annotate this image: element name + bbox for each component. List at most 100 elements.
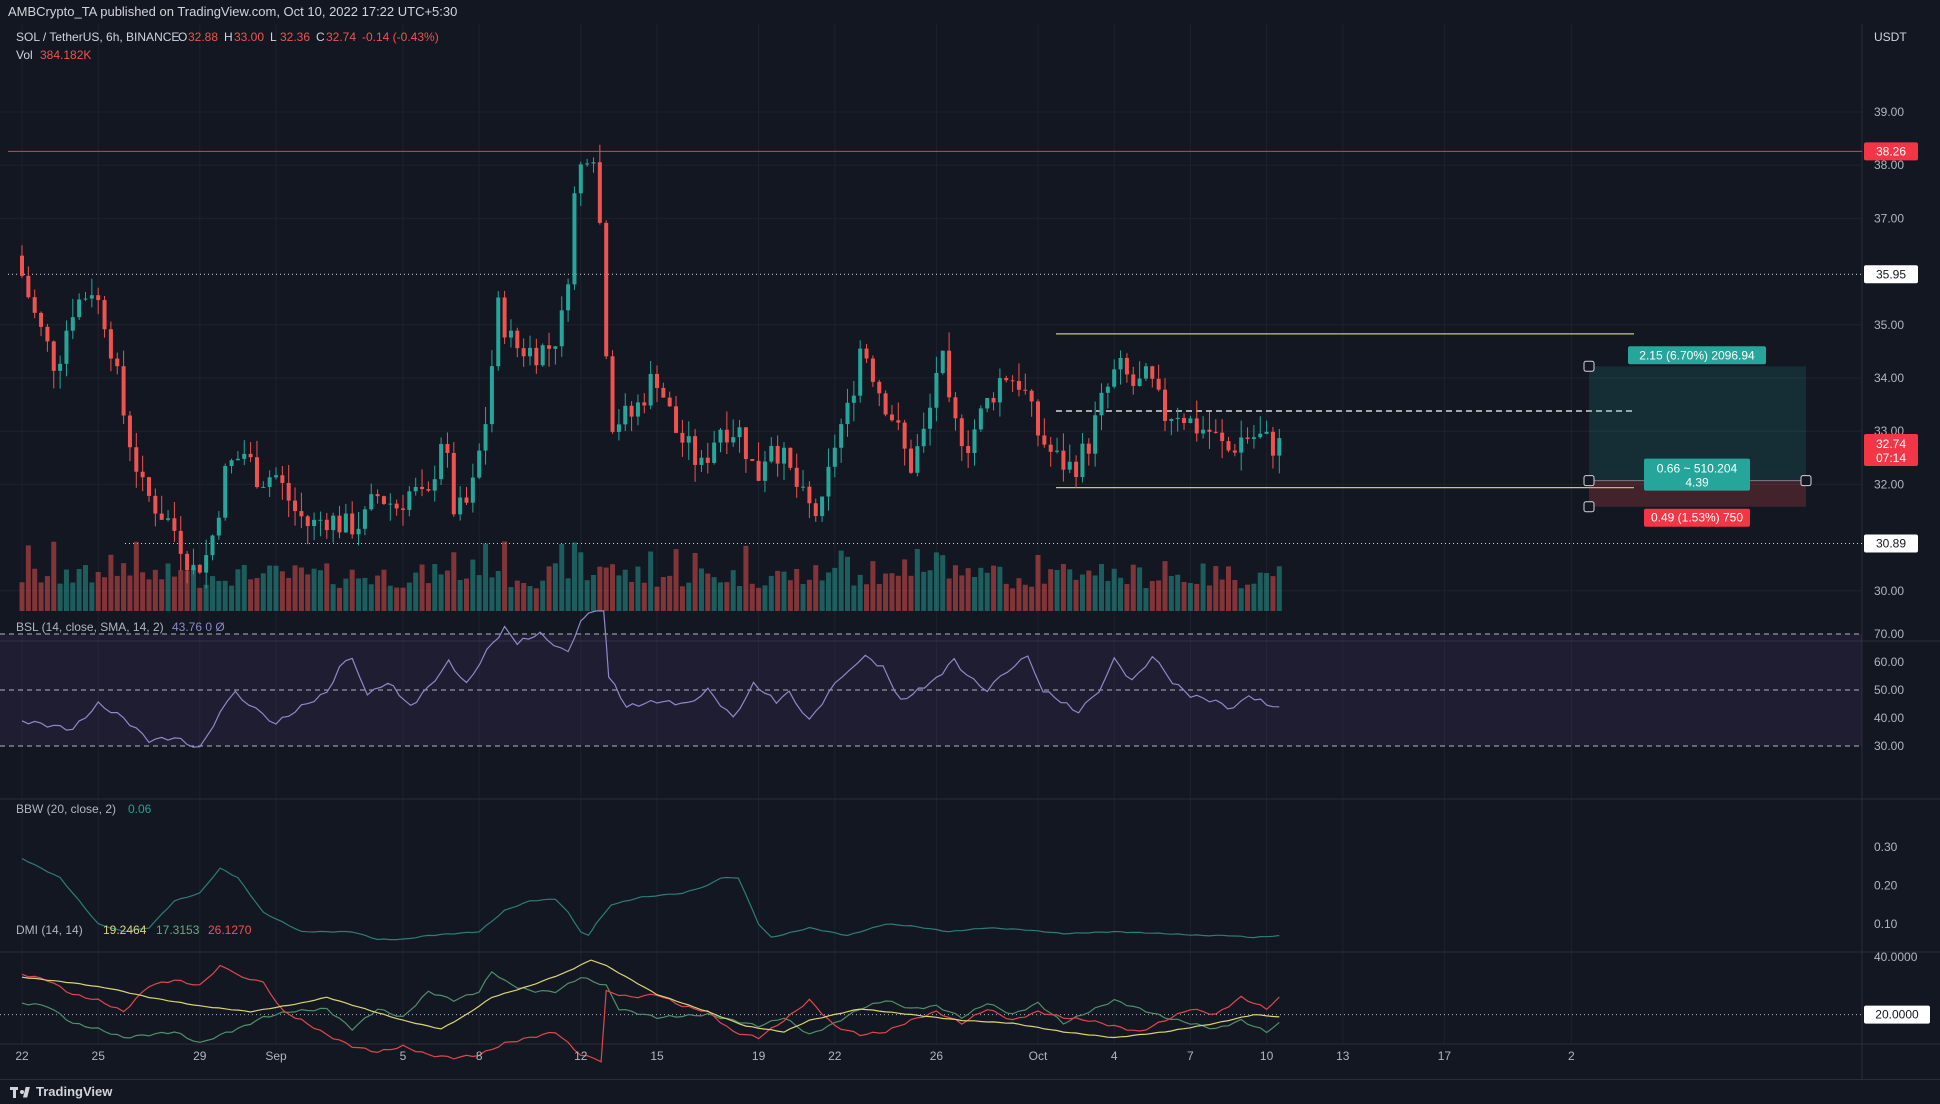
volume-value: 384.182K xyxy=(40,48,91,62)
candle-body-54 xyxy=(362,509,367,529)
volume-bar-15 xyxy=(114,575,120,611)
bbw-tick-2: 0.10 xyxy=(1874,917,1898,931)
close-value: 32.74 xyxy=(326,30,356,44)
volume-bar-63 xyxy=(419,564,425,611)
candle-body-6 xyxy=(58,363,63,371)
pair-label: SOL / TetherUS, 6h, BINANCE xyxy=(16,30,179,44)
candle-body-185 xyxy=(1194,418,1199,434)
volume-bar-51 xyxy=(343,578,349,611)
volume-bar-145 xyxy=(940,555,946,611)
volume-bar-126 xyxy=(819,580,825,611)
volume-bar-103 xyxy=(673,549,679,611)
volume-bar-25 xyxy=(178,570,184,611)
candle-body-72 xyxy=(477,450,482,478)
candle-body-188 xyxy=(1213,431,1218,433)
candle-body-122 xyxy=(794,467,799,487)
candle-body-174 xyxy=(1124,357,1129,375)
candle-body-41 xyxy=(280,475,285,483)
volume-bar-35 xyxy=(241,564,247,611)
volume-bar-89 xyxy=(584,580,590,611)
candle-body-73 xyxy=(483,424,488,451)
candle-body-9 xyxy=(77,299,82,318)
volume-bar-102 xyxy=(667,575,673,611)
volume-bar-30 xyxy=(210,576,215,611)
candle-body-61 xyxy=(407,491,412,510)
volume-bar-166 xyxy=(1073,579,1079,611)
candle-body-182 xyxy=(1175,417,1180,420)
time-axis[interactable]: 22 25 29 Sep 5 8 12 15 19 22 26 Oct 4 7 10 13 17 2 xyxy=(15,1049,1575,1063)
candle-body-98 xyxy=(642,402,647,406)
volume-bar-160 xyxy=(1035,554,1041,611)
volume-bar-147 xyxy=(952,565,958,611)
time-tick-1: 25 xyxy=(92,1049,106,1063)
candle-body-40 xyxy=(274,475,278,478)
candle-body-50 xyxy=(337,515,342,533)
volume-bar-31 xyxy=(216,580,222,611)
volume-bar-195 xyxy=(1257,572,1263,611)
candle-body-137 xyxy=(889,414,894,421)
volume-bar-192 xyxy=(1238,588,1244,611)
bbw-pane xyxy=(21,857,1280,941)
chart-area[interactable]: 2.15 (6.70%) 2096.94 0.66 ~ 510.204 4.39 0.… xyxy=(0,24,1940,1079)
candle-body-143 xyxy=(928,407,933,429)
candle-body-120 xyxy=(782,447,786,464)
volume-bar-182 xyxy=(1175,574,1181,611)
candle-body-126 xyxy=(820,496,825,517)
volume-bar-189 xyxy=(1219,579,1225,611)
candle-body-119 xyxy=(775,445,780,464)
stop-label: 0.49 (1.53%) 750 xyxy=(1651,511,1743,525)
volume-bar-144 xyxy=(933,552,939,611)
volume-bar-49 xyxy=(330,584,336,611)
volume-bar-59 xyxy=(394,587,400,611)
candle-body-57 xyxy=(381,496,386,504)
volume-bar-179 xyxy=(1156,580,1162,611)
time-tick-9: 22 xyxy=(828,1049,842,1063)
plus-di-value: 17.3153 xyxy=(156,923,200,937)
volume-label: Vol xyxy=(16,48,33,62)
volume-bar-55 xyxy=(368,584,374,611)
candle-body-70 xyxy=(464,497,469,503)
time-tick-15: 13 xyxy=(1336,1049,1350,1063)
candle-body-183 xyxy=(1182,417,1187,424)
low-label: L xyxy=(270,30,277,44)
volume-bar-28 xyxy=(197,587,203,611)
entry-label-bg xyxy=(1644,458,1750,491)
volume-bar-34 xyxy=(235,569,241,611)
target-label-bg xyxy=(1628,346,1766,365)
candle-body-91 xyxy=(597,162,602,223)
volume-bar-100 xyxy=(654,586,660,611)
candle-body-84 xyxy=(553,346,558,349)
price-axis[interactable]: 39.0038.0037.0035.0034.0033.0032.0030.00… xyxy=(1864,105,1930,1024)
grid xyxy=(0,24,1940,1079)
volume-bar-95 xyxy=(622,569,628,611)
candle-body-115 xyxy=(750,459,755,461)
candle-body-155 xyxy=(1004,378,1009,381)
volume-bar-117 xyxy=(762,585,768,611)
candle-body-147 xyxy=(953,397,958,419)
rsi-tick-4: 30.00 xyxy=(1874,739,1904,753)
volume-bar-136 xyxy=(883,573,889,611)
volume-bar-169 xyxy=(1092,575,1098,611)
candle-body-180 xyxy=(1163,389,1167,421)
candle-body-53 xyxy=(356,528,361,535)
candle-body-77 xyxy=(508,330,513,338)
candle-body-88 xyxy=(578,164,583,194)
volume-bar-66 xyxy=(438,574,444,611)
candle-body-96 xyxy=(629,405,634,417)
candle-body-153 xyxy=(991,397,996,403)
time-tick-12: 4 xyxy=(1111,1049,1118,1063)
volume-bar-76 xyxy=(502,541,508,611)
volume-bar-131 xyxy=(851,585,857,611)
candle-body-38 xyxy=(261,486,266,488)
volume-bar-96 xyxy=(629,581,635,611)
volume-bar-26 xyxy=(184,570,190,611)
candle-body-46 xyxy=(312,519,317,527)
candle-body-179 xyxy=(1156,378,1161,390)
candle-body-10 xyxy=(83,298,88,300)
candle-body-30 xyxy=(210,535,215,556)
candle-body-3 xyxy=(39,312,44,327)
volume-bar-20 xyxy=(146,579,152,611)
tradingview-logo[interactable]: TradingView xyxy=(10,1084,112,1099)
